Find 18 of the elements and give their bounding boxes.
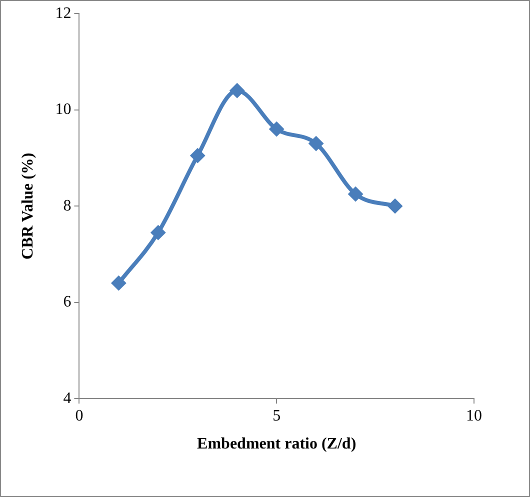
y-tick-label: 10 bbox=[55, 101, 72, 118]
x-tick-label: 5 bbox=[272, 407, 281, 424]
y-tick-label: 12 bbox=[55, 4, 72, 22]
point bbox=[348, 186, 364, 202]
point bbox=[308, 136, 324, 152]
point bbox=[190, 148, 206, 164]
x-tick-label: 10 bbox=[466, 407, 482, 424]
y-tick-label: 8 bbox=[63, 197, 72, 214]
point bbox=[230, 83, 245, 98]
x-axis-title: Embedment ratio (Z/d) bbox=[197, 436, 356, 453]
point bbox=[388, 198, 403, 214]
point bbox=[111, 276, 126, 291]
y-axis-title: CBR Value (%) bbox=[20, 152, 37, 260]
y-tick-label: 6 bbox=[63, 294, 72, 311]
point bbox=[150, 225, 166, 240]
point bbox=[269, 122, 284, 137]
x-tick-label: 0 bbox=[75, 407, 84, 424]
y-tick-label: 4 bbox=[63, 390, 72, 407]
